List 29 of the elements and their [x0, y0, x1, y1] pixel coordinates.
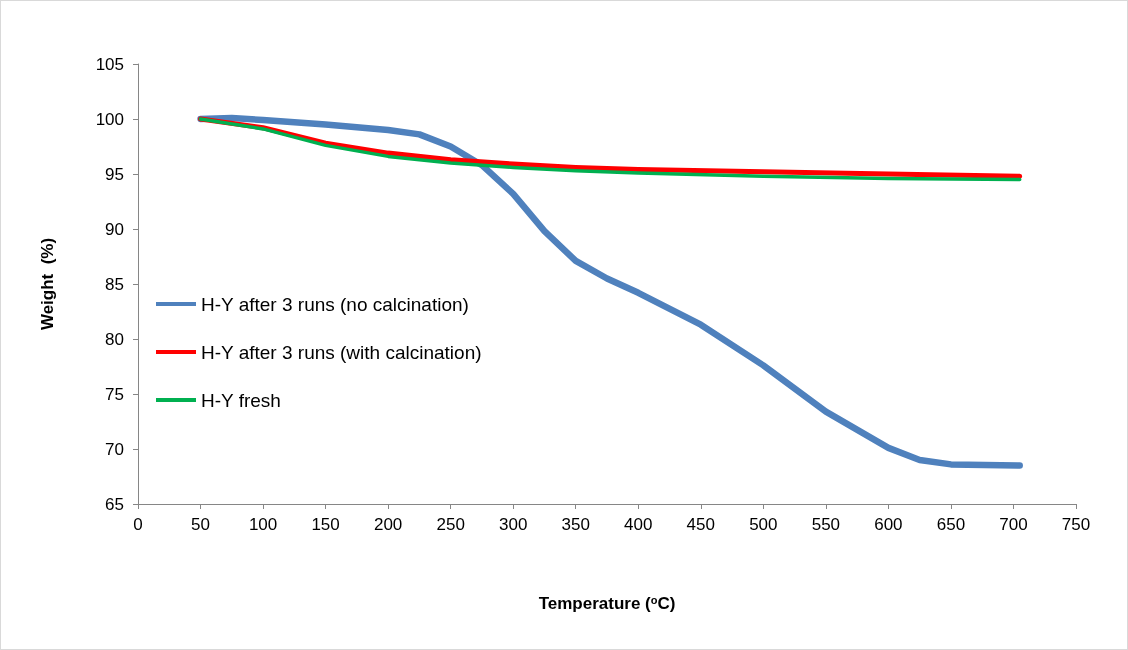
x-tick-label: 350	[561, 515, 590, 534]
x-tick-label: 100	[248, 515, 278, 534]
x-tick-label: 250	[436, 515, 465, 534]
x-tick-label: 550	[811, 515, 841, 534]
y-axis-title: Weight (%)	[38, 237, 57, 331]
y-tick-label: 70	[105, 439, 124, 459]
legend-label: H-Y fresh	[201, 389, 281, 411]
x-tick-label: 500	[749, 515, 778, 534]
legend-label: H-Y after 3 runs (no calcination)	[201, 293, 469, 315]
y-tick-label: 65	[105, 494, 124, 514]
x-tick-label: 400	[624, 515, 653, 534]
x-tick-label: 650	[936, 515, 966, 534]
x-tick-label: 450	[686, 515, 715, 534]
x-tick-label: 750	[1061, 515, 1091, 534]
legend-label: H-Y after 3 runs (with calcination)	[201, 341, 482, 363]
y-tick-label: 95	[105, 164, 124, 184]
y-tick-label: 75	[105, 384, 124, 404]
y-tick-label: 85	[105, 274, 124, 294]
x-tick-label: 150	[311, 515, 340, 534]
x-tick-label: 0	[133, 515, 143, 534]
x-tick-label: 300	[499, 515, 528, 534]
y-tick-label: 100	[95, 109, 124, 129]
y-tick-label: 90	[105, 219, 124, 239]
x-tick-label: 600	[874, 515, 903, 534]
y-tick-label: 105	[95, 54, 124, 74]
y-tick-label: 80	[105, 329, 124, 349]
x-tick-label: 50	[191, 515, 210, 534]
x-tick-label: 200	[373, 515, 403, 534]
x-tick-label: 700	[999, 515, 1028, 534]
